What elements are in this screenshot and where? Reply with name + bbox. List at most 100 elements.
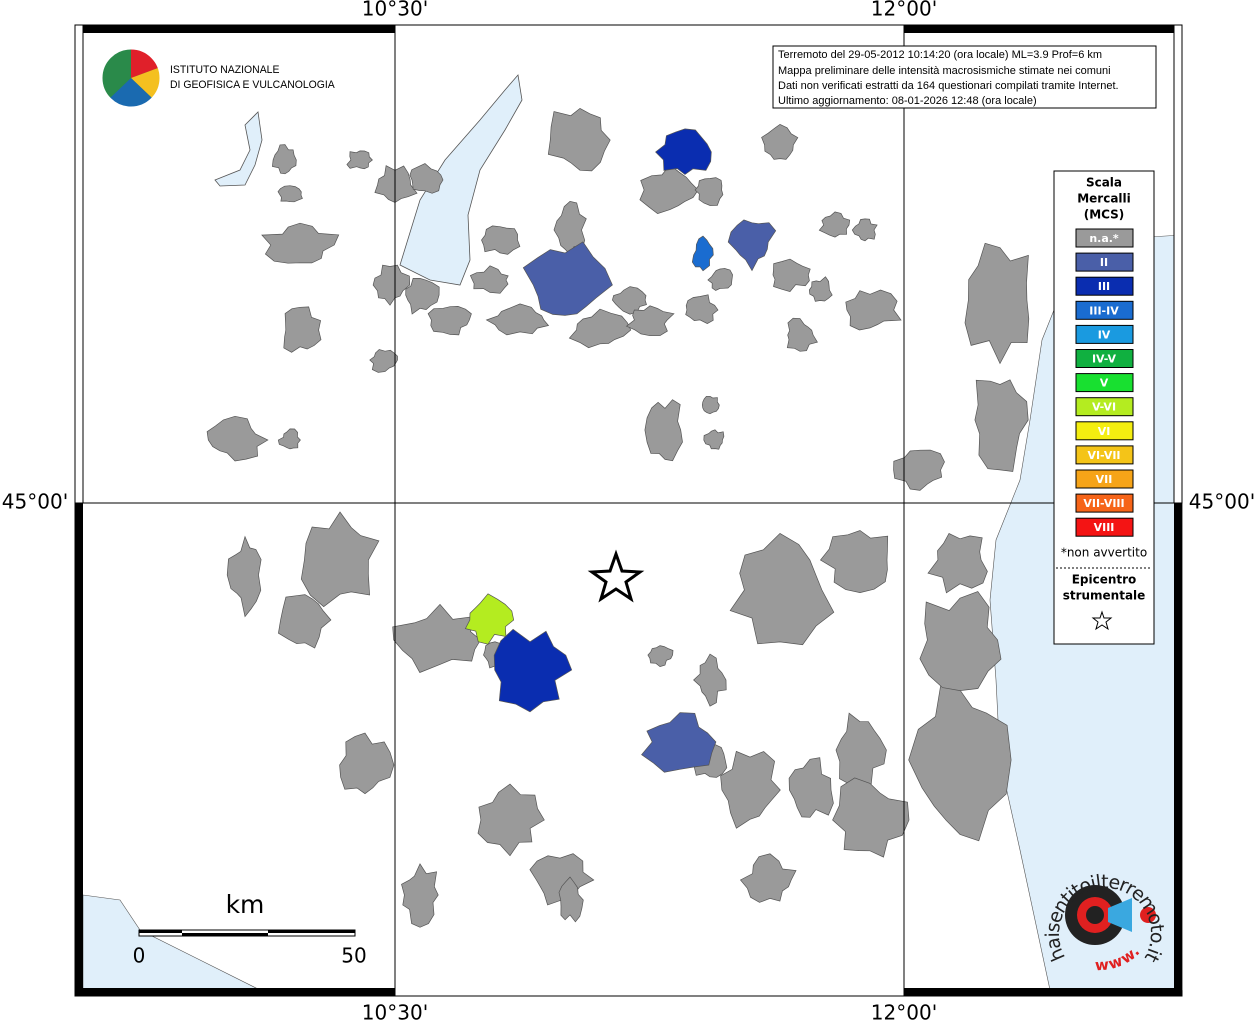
municipality	[819, 530, 889, 593]
municipality	[493, 628, 573, 713]
municipality	[845, 289, 902, 331]
legend-label: II	[1100, 256, 1108, 269]
legend-swatch	[1075, 324, 1134, 344]
legend-label: III	[1098, 280, 1110, 293]
municipality	[835, 712, 887, 788]
municipality	[727, 219, 777, 272]
municipality	[300, 511, 380, 608]
map-frame	[74, 24, 1183, 997]
municipality	[278, 594, 332, 649]
municipality	[639, 164, 699, 214]
municipality	[908, 679, 1012, 842]
municipality	[893, 449, 945, 491]
municipality	[558, 876, 584, 923]
municipality	[401, 863, 439, 928]
legend-label: VII-VIII	[1083, 497, 1124, 510]
municipality	[522, 241, 613, 316]
legend-label: III-IV	[1089, 304, 1119, 317]
legend-swatch	[1075, 469, 1134, 489]
legend-note: *non avvertito	[1061, 546, 1147, 560]
municipality	[707, 268, 733, 291]
municipality	[392, 603, 481, 673]
legend-swatch	[1075, 373, 1134, 393]
info-line: Mappa preliminare delle intensità macros…	[778, 65, 1111, 77]
info-line: Ultimo aggiornamento: 08-01-2026 12:48 (…	[778, 95, 1037, 107]
municipality	[625, 305, 675, 337]
legend-swatch	[1075, 517, 1134, 537]
legend-label: V-VI	[1092, 401, 1116, 414]
municipality	[477, 783, 545, 857]
municipality	[283, 306, 322, 353]
info-box: Terremoto del 29-05-2012 10:14:20 (ora l…	[772, 45, 1157, 109]
municipality	[772, 258, 811, 292]
municipality	[693, 653, 727, 707]
lon-label: 12°00'	[871, 0, 937, 21]
municipality	[720, 750, 781, 829]
legend-title: Scala	[1086, 176, 1122, 190]
info-line: Terremoto del 29-05-2012 10:14:20 (ora l…	[778, 49, 1102, 61]
municipality	[206, 415, 269, 462]
legend-swatch	[1075, 349, 1134, 368]
info-line: Dati non verificati estratti da 164 ques…	[778, 80, 1119, 92]
lon-label: 10°30'	[362, 1001, 428, 1025]
municipality	[655, 128, 712, 175]
municipality	[261, 222, 340, 264]
lat-label: 45°00'	[2, 490, 68, 514]
legend-label: V	[1100, 377, 1109, 390]
ingv-logo: ISTITUTO NAZIONALE DI GEOFISICA E VULCAN…	[101, 48, 336, 108]
municipality	[469, 265, 509, 294]
scale-label: 50	[341, 944, 366, 968]
municipality	[369, 349, 398, 373]
municipality	[464, 593, 515, 645]
legend-swatch	[1075, 493, 1134, 513]
lon-label: 10°30'	[362, 0, 428, 21]
municipality	[729, 532, 835, 646]
scale-unit: km	[226, 890, 265, 919]
municipality	[786, 317, 818, 352]
municipality	[277, 428, 301, 450]
legend-epicenter: Epicentro	[1072, 573, 1137, 587]
municipality	[226, 535, 262, 618]
municipality	[647, 645, 674, 667]
lat-label: 45°00'	[1189, 490, 1255, 514]
grid	[75, 25, 1182, 996]
municipality	[547, 107, 611, 172]
frame-bars	[74, 24, 1183, 996]
legend-swatch	[1075, 445, 1134, 465]
municipality	[685, 294, 719, 324]
municipality	[919, 591, 1002, 691]
municipality	[701, 395, 720, 415]
legend-swatch	[1075, 421, 1134, 441]
lon-label: 12°00'	[871, 1001, 937, 1025]
municipality	[964, 242, 1030, 365]
legend-swatch	[1075, 252, 1134, 272]
municipality	[818, 211, 851, 238]
epicenter-star	[587, 549, 645, 603]
municipality	[277, 185, 303, 203]
legend-swatch	[1075, 276, 1134, 296]
municipality	[703, 429, 725, 450]
municipality	[788, 757, 834, 818]
municipality	[481, 225, 521, 255]
legend-label: VII	[1096, 473, 1113, 486]
municipalities	[206, 107, 1030, 928]
legend-swatch	[1075, 397, 1134, 417]
municipality	[808, 276, 833, 302]
legend-swatch	[1075, 300, 1134, 320]
municipality	[372, 264, 411, 306]
legend-label: n.a.*	[1089, 232, 1119, 245]
municipality	[339, 732, 395, 795]
municipality	[739, 853, 797, 903]
legend-label: VI-VII	[1087, 449, 1120, 462]
municipality	[568, 308, 632, 349]
municipality	[485, 303, 550, 336]
municipality	[851, 218, 878, 242]
municipality	[641, 712, 717, 773]
municipality	[761, 123, 799, 160]
legend-title: Mercalli	[1077, 192, 1131, 206]
legend-label: VIII	[1094, 521, 1115, 534]
scale-bar: km 0 50	[133, 890, 367, 968]
legend: Scala Mercalli (MCS) *non avvertito Epic…	[1053, 170, 1155, 645]
